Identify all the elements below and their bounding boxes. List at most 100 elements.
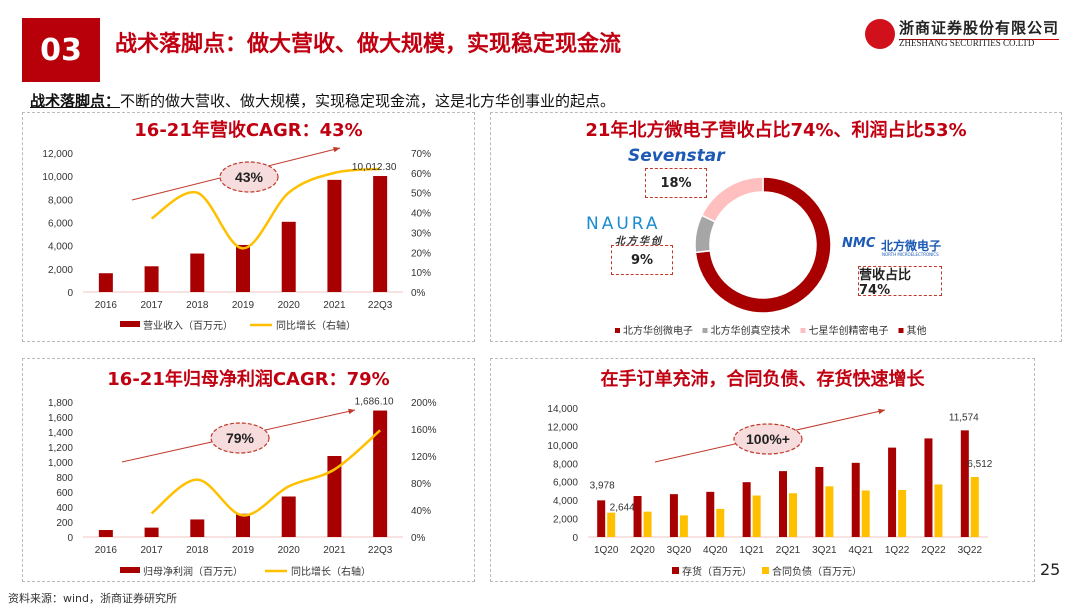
x-tick-label: 2016 xyxy=(95,300,118,311)
x-tick-label: 2Q20 xyxy=(630,545,655,556)
naura-share-box: 9% xyxy=(611,245,673,275)
data-label: 2,644 xyxy=(610,503,635,514)
growth-line xyxy=(150,167,381,250)
data-label: 1,686.10 xyxy=(355,397,394,408)
inventory-chart-title: 在手订单充沛，合同负债、存货快速增长 xyxy=(600,369,925,390)
bar xyxy=(190,519,205,537)
x-tick-label: 22Q3 xyxy=(368,545,393,556)
section-number: 03 xyxy=(22,18,100,82)
bar xyxy=(144,527,159,537)
x-tick-label: 2020 xyxy=(278,545,301,556)
contract-liability-bar xyxy=(607,512,616,537)
inventory-bar xyxy=(851,462,860,537)
nmc-logo: NMC xyxy=(842,236,876,251)
page-title: 战术落脚点：做大营收、做大规模，实现稳定现金流 xyxy=(115,32,622,57)
y2-tick-label: 10% xyxy=(411,268,431,279)
donut-slice xyxy=(700,176,764,223)
contract-liability-bar xyxy=(898,490,907,537)
y-tick-label: 6,000 xyxy=(553,478,578,489)
x-tick-label: 2017 xyxy=(140,545,163,556)
data-label: 10,012.30 xyxy=(352,162,397,173)
nmc-cn-logo: 北方微电子 xyxy=(881,239,942,253)
share-panel: 21年北方微电子营收占比74%、利润占比53% xyxy=(490,112,1062,342)
y-tick-label: 2,000 xyxy=(48,265,73,276)
legend-label: 北方华创真空技术 xyxy=(711,324,791,337)
bar xyxy=(144,266,159,292)
logo-en: ZHESHANG SECURITIES CO.LTD xyxy=(899,38,1035,48)
y2-tick-label: 60% xyxy=(411,169,431,180)
x-tick-label: 2018 xyxy=(186,545,209,556)
data-label: 3,978 xyxy=(590,480,615,491)
data-label: 6,512 xyxy=(967,459,992,470)
legend-label: 北方华创微电子 xyxy=(623,324,693,337)
y-tick-label: 2,000 xyxy=(553,515,578,526)
y-tick-label: 12,000 xyxy=(42,149,73,160)
contract-liability-bar xyxy=(825,486,834,537)
legend-swatch-icon xyxy=(672,567,679,574)
y-tick-label: 6,000 xyxy=(48,219,73,230)
source-note: 资料来源：wind，浙商证券研究所 xyxy=(8,592,178,605)
contract-liability-bar xyxy=(679,515,688,537)
x-tick-label: 2021 xyxy=(323,300,346,311)
x-tick-label: 1Q20 xyxy=(594,545,619,556)
profit-chart-title: 16-21年归母净利润CAGR：79% xyxy=(107,369,390,390)
naura-cn-logo: 北方华创 xyxy=(615,236,663,247)
sevenstar-logo: Sevenstar xyxy=(628,146,725,166)
y-tick-label: 8,000 xyxy=(553,459,578,470)
contract-liability-bar xyxy=(643,511,652,537)
y-tick-label: 14,000 xyxy=(547,404,578,415)
x-tick-label: 22Q3 xyxy=(368,300,393,311)
y-tick-label: 1,400 xyxy=(48,428,73,439)
y-tick-label: 1,600 xyxy=(48,413,73,424)
inventory-bar xyxy=(960,430,969,537)
y-tick-label: 1,800 xyxy=(48,398,73,409)
contract-liability-bar xyxy=(716,508,725,537)
y-tick-label: 4,000 xyxy=(48,242,73,253)
legend-swatch-icon xyxy=(800,328,806,333)
x-tick-label: 2020 xyxy=(278,300,301,311)
y-tick-label: 1,000 xyxy=(48,458,73,469)
legend-label: 合同负债（百万元） xyxy=(772,565,862,578)
revenue-cagr-label-ellipse xyxy=(219,161,279,193)
inventory-bar xyxy=(706,491,715,537)
y2-tick-label: 40% xyxy=(411,506,431,517)
y-tick-label: 10,000 xyxy=(42,172,73,183)
share-chart-title: 21年北方微电子营收占比74%、利润占比53% xyxy=(585,120,967,141)
inventory-growth-label: 100%+ xyxy=(746,431,790,447)
page-number: 25 xyxy=(1040,560,1061,579)
y-tick-label: 4,000 xyxy=(553,496,578,507)
inventory-bar xyxy=(597,500,606,537)
contract-liability-bar xyxy=(934,484,943,537)
inventory-trend-arrow-head xyxy=(878,408,885,415)
bar xyxy=(236,244,250,292)
bar xyxy=(281,221,296,292)
y-tick-label: 0 xyxy=(572,533,578,544)
bar xyxy=(373,410,388,537)
x-tick-label: 2018 xyxy=(186,300,209,311)
y-tick-label: 0 xyxy=(67,288,73,299)
bar xyxy=(281,496,296,537)
x-tick-label: 3Q21 xyxy=(812,545,837,556)
bar xyxy=(98,273,113,292)
legend-swatch-icon xyxy=(120,321,140,327)
bar xyxy=(236,513,250,537)
legend-swatch-icon xyxy=(615,328,620,333)
legend-label: 七星华创精密电子 xyxy=(809,324,889,337)
y-tick-label: 1,200 xyxy=(48,443,73,454)
y-tick-label: 800 xyxy=(56,473,73,484)
bar xyxy=(327,179,342,292)
y-tick-label: 10,000 xyxy=(547,441,578,452)
y2-tick-label: 80% xyxy=(411,479,431,490)
y-tick-label: 400 xyxy=(56,503,73,514)
profit-cagr-label-ellipse xyxy=(210,422,270,454)
inventory-bar xyxy=(924,438,933,537)
bar xyxy=(98,530,113,537)
bar xyxy=(327,456,342,537)
inventory-bar xyxy=(633,495,642,537)
y2-tick-label: 70% xyxy=(411,149,431,160)
y2-tick-label: 0% xyxy=(411,288,426,299)
revenue-chart-title: 16-21年营收CAGR：43% xyxy=(134,120,363,141)
subtitle-text: 不断的做大营收、做大规模，实现稳定现金流，这是北方华创事业的起点。 xyxy=(120,92,616,110)
legend-swatch-icon xyxy=(120,567,140,573)
